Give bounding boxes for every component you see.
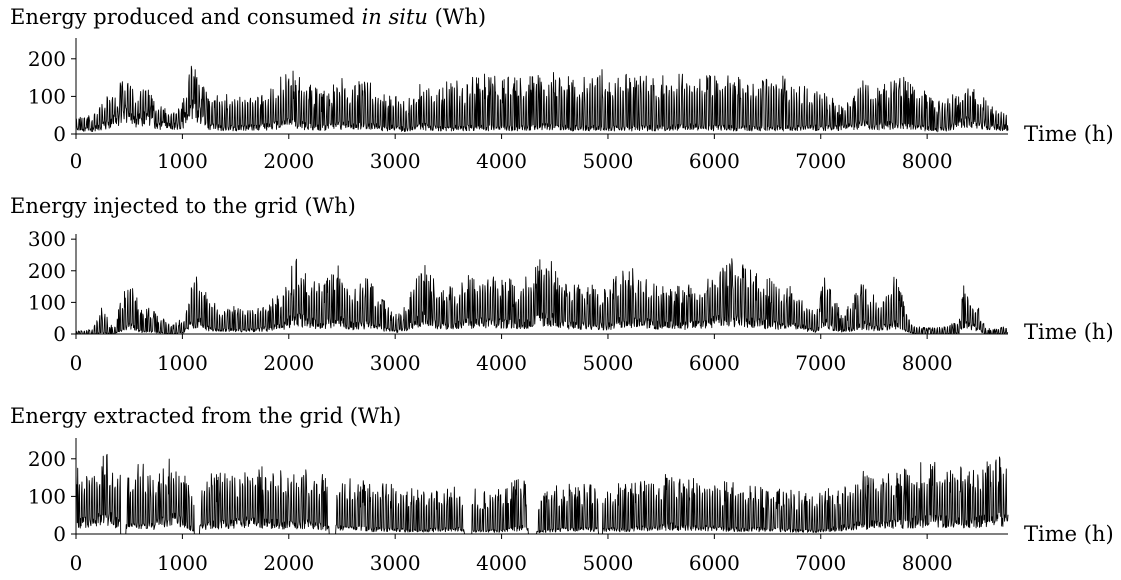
x-tick-label: 7000 <box>795 551 846 575</box>
series-line <box>75 453 1009 535</box>
x-tick-label: 1000 <box>157 551 208 575</box>
x-tick-label: 2000 <box>263 351 314 375</box>
x-tick-label: 4000 <box>476 551 527 575</box>
chart-title-italic: in situ <box>362 5 428 29</box>
x-axis-label: Time (h) <box>1024 522 1114 546</box>
chart-title-text: Energy extracted from the grid (Wh) <box>10 404 401 428</box>
x-tick-label: 5000 <box>583 149 634 173</box>
y-tick-label: 100 <box>28 290 66 314</box>
x-tick-label: 0 <box>70 551 83 575</box>
x-tick-label: 3000 <box>370 351 421 375</box>
x-tick-label: 1000 <box>157 351 208 375</box>
y-tick-label: 0 <box>53 322 66 346</box>
x-tick-label: 7000 <box>795 351 846 375</box>
y-tick-label: 0 <box>53 122 66 146</box>
x-tick-label: 0 <box>70 149 83 173</box>
x-tick-label: 2000 <box>263 551 314 575</box>
chart-panel-1: Energy produced and consumed in situ (Wh… <box>10 5 1114 173</box>
chart-panel-2: Energy injected to the grid (Wh) 0 100 200 3… <box>10 194 1114 375</box>
x-tick-label: 8000 <box>902 351 953 375</box>
y-tick-label: 200 <box>28 47 66 71</box>
x-tick-label: 2000 <box>263 149 314 173</box>
y-tick-label: 200 <box>28 259 66 283</box>
x-tick-label: 6000 <box>689 149 740 173</box>
x-tick-label: 6000 <box>689 351 740 375</box>
chart-title: Energy injected to the grid (Wh) <box>10 194 356 218</box>
x-tick-label: 4000 <box>476 351 527 375</box>
x-tick-label: 3000 <box>370 551 421 575</box>
y-tick-label: 100 <box>28 484 66 508</box>
chart-panel-3: Energy extracted from the grid (Wh) 0 100 2… <box>10 404 1114 575</box>
series-line <box>75 258 1009 335</box>
x-tick-label: 0 <box>70 351 83 375</box>
x-tick-label: 8000 <box>902 551 953 575</box>
x-axis-label: Time (h) <box>1024 122 1114 146</box>
x-tick-label: 6000 <box>689 551 740 575</box>
y-tick-label: 300 <box>28 227 66 251</box>
chart-title-text: Energy injected to the grid (Wh) <box>10 194 356 218</box>
series-line <box>75 65 1009 133</box>
chart-title-unit: (Wh) <box>428 5 486 29</box>
x-tick-label: 1000 <box>157 149 208 173</box>
x-tick-label: 3000 <box>370 149 421 173</box>
y-tick-label: 100 <box>28 84 66 108</box>
x-tick-label: 4000 <box>476 149 527 173</box>
y-tick-label: 200 <box>28 447 66 471</box>
x-axis-label: Time (h) <box>1024 320 1114 344</box>
x-tick-label: 8000 <box>902 149 953 173</box>
chart-title-text: Energy produced and consumed <box>10 5 362 29</box>
x-tick-label: 7000 <box>795 149 846 173</box>
x-tick-label: 5000 <box>583 551 634 575</box>
x-tick-label: 5000 <box>583 351 634 375</box>
y-tick-label: 0 <box>53 522 66 546</box>
chart-title: Energy extracted from the grid (Wh) <box>10 404 401 428</box>
chart-title: Energy produced and consumed in situ (Wh… <box>10 5 486 29</box>
